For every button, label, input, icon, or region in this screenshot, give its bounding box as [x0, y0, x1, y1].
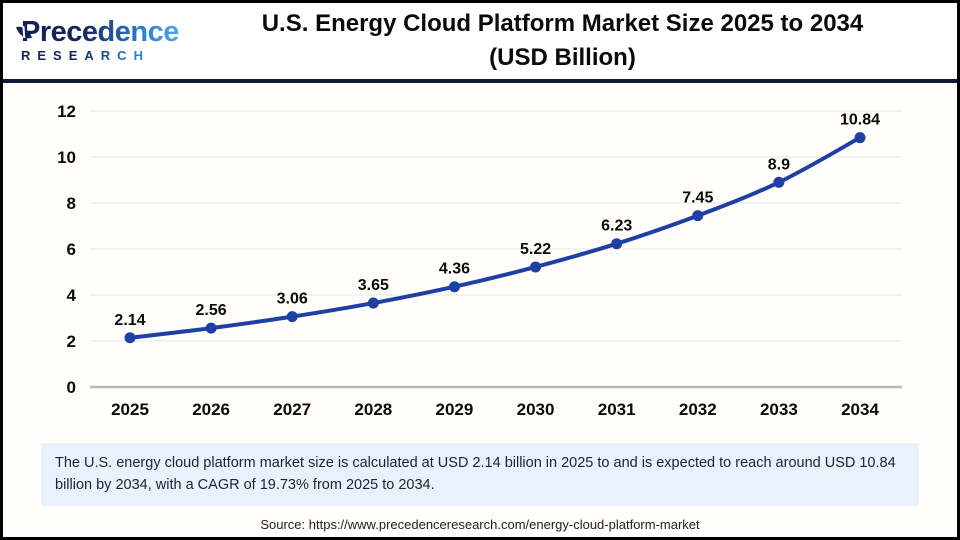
data-point-2029	[448, 281, 460, 293]
x-tick-label: 2028	[354, 400, 392, 419]
y-tick-label: 6	[67, 240, 76, 259]
page-title-line2: (USD Billion)	[489, 44, 636, 71]
x-tick-label: 2032	[679, 400, 717, 419]
data-point-2032	[692, 210, 704, 222]
y-tick-label: 2	[67, 332, 76, 351]
data-point-2027	[286, 311, 298, 323]
data-point-2031	[611, 238, 623, 250]
header: Precedence RESEARCH U.S. Energy Cloud Pl…	[3, 3, 957, 79]
data-label-2029: 4.36	[439, 261, 470, 278]
logo-brand-text: Precedence	[21, 15, 179, 48]
data-label-2034: 10.84	[840, 112, 880, 129]
logo-sub-text: RESEARCH	[21, 48, 150, 64]
data-point-2025	[124, 332, 136, 344]
data-label-2027: 3.06	[277, 291, 308, 308]
data-point-2028	[367, 297, 379, 309]
x-tick-label: 2030	[517, 400, 555, 419]
chart-canvas: 0 2 4 6 8 10 12 2025 2026 2027 2028 2029 2030 2031 203…	[57, 102, 902, 419]
data-label-2025: 2.14	[114, 312, 145, 329]
market-size-series-line	[128, 135, 862, 340]
summary-note: The U.S. energy cloud platform market si…	[41, 443, 919, 506]
y-tick-label: 4	[67, 286, 77, 305]
data-point-2026	[205, 322, 217, 334]
data-label-2030: 5.22	[520, 241, 551, 258]
page-title-line1: U.S. Energy Cloud Platform Market Size 2…	[261, 10, 864, 38]
source-link[interactable]: Source: https://www.precedenceresearch.c…	[260, 516, 700, 532]
x-tick-label: 2033	[760, 400, 798, 419]
data-label-2033: 8.9	[768, 156, 790, 173]
x-tick-label: 2027	[273, 400, 311, 419]
x-tick-label: 2029	[436, 400, 474, 419]
y-tick-label: 10	[57, 148, 76, 167]
page-title: U.S. Energy Cloud Platform Market Size 2…	[208, 7, 957, 74]
header-divider	[3, 79, 957, 83]
market-size-line-chart: 0 2 4 6 8 10 12 2025 2026 2027 2028 2029 2030 2031 203…	[3, 83, 957, 433]
data-point-2033	[773, 176, 785, 188]
y-tick-label: 8	[67, 194, 76, 213]
x-tick-label: 2034	[841, 400, 879, 419]
x-tick-label: 2025	[111, 400, 149, 419]
data-label-2031: 6.23	[601, 218, 632, 235]
x-tick-label: 2031	[598, 400, 636, 419]
precedence-research-logo: Precedence RESEARCH	[3, 15, 208, 65]
y-tick-label: 0	[67, 378, 76, 397]
data-label-2032: 7.45	[682, 190, 713, 207]
data-label-2026: 2.56	[196, 302, 227, 319]
data-label-2028: 3.65	[358, 277, 389, 294]
x-tick-label: 2026	[192, 400, 230, 419]
y-tick-label: 12	[57, 102, 76, 121]
data-point-2030	[530, 261, 542, 273]
data-point-2034	[854, 132, 866, 144]
